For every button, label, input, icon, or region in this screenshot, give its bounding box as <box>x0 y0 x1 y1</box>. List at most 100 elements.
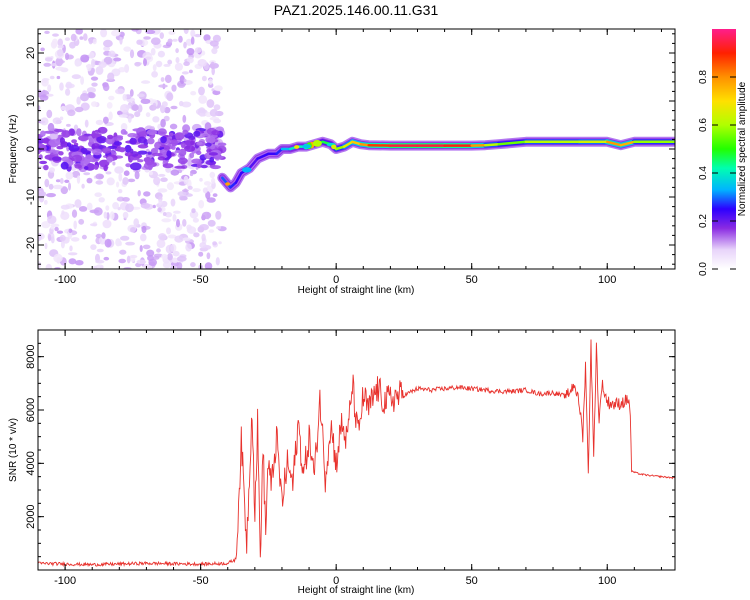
spectrogram-noise-band-cell <box>171 145 176 150</box>
spectrogram-noise-cell <box>47 234 52 242</box>
spectrogram-noise-cell <box>39 191 47 197</box>
spectrogram-noise-band-cell <box>166 150 172 158</box>
spectrogram-ridge-segment-core <box>351 140 362 146</box>
spectrogram-noise-cell <box>57 38 63 47</box>
spectrogram-noise-cell <box>40 117 49 126</box>
spectrogram-noise-cell <box>98 61 107 68</box>
spectrogram-noise-cell <box>127 178 136 183</box>
spectrogram-noise-cell <box>167 38 173 44</box>
spectrogram-noise-cell <box>74 199 82 208</box>
spectrogram-noise-cell <box>176 219 180 228</box>
spectrogram-noise-cell <box>59 177 64 184</box>
spectrogram-noise-band-cell <box>196 150 202 155</box>
spectrogram-noise-cell <box>60 186 68 195</box>
spectrogram-noise-cell <box>64 179 70 183</box>
spectrogram-noise-band-cell <box>101 147 112 154</box>
spectrogram-noise-cell <box>70 237 80 242</box>
spectrogram-y-tick-label: 20 <box>25 47 37 59</box>
spectrogram-noise-cell <box>69 41 76 49</box>
spectrogram-noise-cell <box>177 82 187 86</box>
spectrogram-noise-band-cell <box>190 140 195 146</box>
spectrogram-noise-band-cell <box>132 128 145 132</box>
spectrogram-noise-cell <box>65 171 74 180</box>
spectrogram-x-tick-label: 100 <box>598 274 616 286</box>
spectrogram-noise-band-cell <box>60 141 69 148</box>
spectrogram-noise-band-cell <box>146 129 157 136</box>
spectrogram-noise-cell <box>122 93 127 101</box>
spectrogram-noise-cell <box>152 116 160 123</box>
spectrogram-noise-cell <box>218 241 222 245</box>
spectrogram-noise-cell <box>70 33 77 42</box>
spectrogram-noise-cell <box>95 180 104 185</box>
spectrogram-noise-cell <box>65 88 71 96</box>
spectrogram-noise-cell <box>142 244 151 250</box>
spectrogram-ridge-segment-core <box>248 157 259 170</box>
spectrogram-noise-cell <box>125 203 134 213</box>
spectrogram-noise-cell <box>47 215 57 224</box>
spectrogram-ridge-blob <box>225 182 231 186</box>
spectrogram-noise-cell <box>208 229 215 233</box>
spectrogram-noise-cell <box>157 188 168 193</box>
spectrogram-noise-cell <box>52 184 63 190</box>
spectrogram-ridge-blob <box>294 145 300 149</box>
spectrogram-noise-cell <box>67 109 76 117</box>
spectrogram-noise-cell <box>40 47 45 52</box>
spectrogram-noise-cell <box>103 46 110 52</box>
spectrogram-noise-cell <box>194 33 202 38</box>
spectrogram-noise-cell <box>192 217 199 223</box>
spectrogram-noise-cell <box>81 183 85 189</box>
spectrogram-noise-cell <box>52 117 62 125</box>
spectrogram-noise-cell <box>143 191 151 197</box>
spectrogram-noise-cell <box>80 93 89 102</box>
spectrogram-noise-cell <box>143 58 147 67</box>
spectrogram-noise-band-cell <box>54 128 64 133</box>
snr-y-tick-label: 2000 <box>25 504 37 528</box>
spectrogram-noise-cell <box>115 88 125 95</box>
colorbar-tick-label: 0.6 <box>698 118 709 132</box>
spectrogram-noise-cell <box>158 233 167 241</box>
spectrogram-noise-cell <box>182 114 187 123</box>
spectrogram-noise-cell <box>64 52 70 61</box>
spectrogram-noise-band-cell <box>210 165 221 170</box>
spectrogram-noise-cell <box>191 208 196 214</box>
spectrogram-noise-cell <box>93 265 97 269</box>
spectrogram-noise-cell <box>50 226 55 230</box>
spectrogram-noise-band-cell <box>151 152 163 157</box>
spectrogram-noise-cell <box>80 76 84 85</box>
spectrogram-noise-cell <box>81 234 87 240</box>
spectrogram-noise-band-cell <box>144 158 155 166</box>
spectrogram-noise-cell <box>199 177 203 182</box>
spectrogram-noise-cell <box>64 37 70 41</box>
spectrogram-noise-cell <box>129 49 135 59</box>
spectrogram-noise-band-cell <box>107 134 114 140</box>
snr-y-label: SNR (10 * v/v) <box>8 418 19 482</box>
spectrogram-noise-cell <box>182 219 187 227</box>
spectrogram-noise-band-cell <box>208 152 218 156</box>
spectrogram-noise-cell <box>150 47 156 56</box>
spectrogram-noise-cell <box>51 38 59 48</box>
spectrogram-noise-cell <box>137 190 141 197</box>
spectrogram-noise-cell <box>175 57 180 64</box>
spectrogram-noise-cell <box>170 198 176 207</box>
spectrogram-noise-cell <box>181 71 189 75</box>
spectrogram-noise-cell <box>129 254 138 259</box>
spectrogram-noise-cell <box>156 239 166 249</box>
spectrogram-noise-band-cell <box>42 137 50 144</box>
spectrogram-noise-cell <box>179 195 185 201</box>
spectrogram-noise-cell <box>171 84 177 92</box>
spectrogram-noise-band-cell <box>76 128 82 137</box>
spectrogram-noise-cell <box>103 83 110 92</box>
spectrogram-noise-cell <box>60 211 70 220</box>
spectrogram-noise-band-cell <box>78 135 89 142</box>
spectrogram-noise-cell <box>183 78 187 83</box>
spectrogram-noise-cell <box>86 63 92 72</box>
spectrogram-noise-cell <box>172 250 180 257</box>
spectrogram-noise-cell <box>65 81 73 89</box>
spectrogram-noise-cell <box>159 32 164 39</box>
snr-x-tick-label: -100 <box>54 575 76 587</box>
spectrogram-noise-cell <box>215 210 222 220</box>
spectrogram-noise-cell <box>145 56 152 60</box>
spectrogram-noise-cell <box>161 101 168 108</box>
spectrogram-noise-cell <box>186 56 194 64</box>
spectrogram-noise-band-cell <box>138 131 148 137</box>
